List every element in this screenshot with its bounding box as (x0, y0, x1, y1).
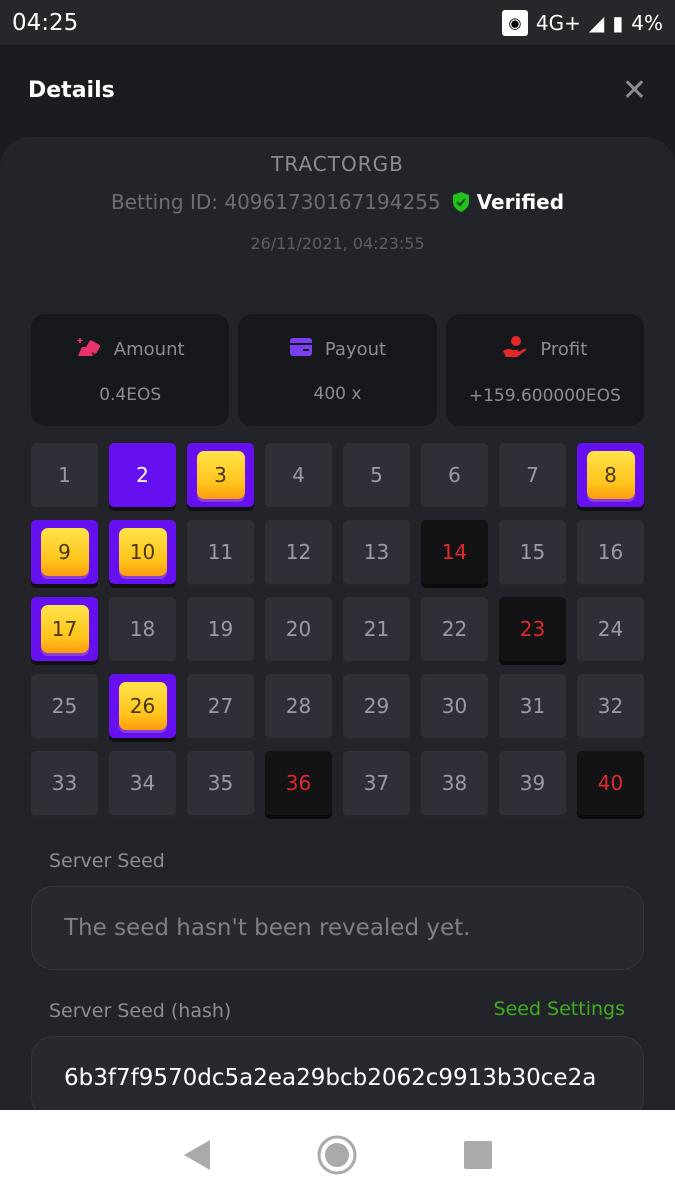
status-bar: 04:25 ◉ 4G+ ◢ ▮ 4% (0, 0, 675, 45)
stat-amount: Amount 0.4EOS (31, 314, 230, 426)
betting-id: Betting ID: 40961730167194255 (110, 190, 441, 214)
tile-grid: 1 2 3 4 5 6 7 8 9 10 11 12 13 14 15 16 17 18 19 20 21 22 23 24 2… (31, 443, 644, 815)
gem-icon: 8 (586, 451, 635, 499)
stat-label: Payout (324, 338, 387, 360)
recents-icon[interactable] (463, 1140, 493, 1170)
tile-miss[interactable]: 23 (499, 597, 566, 661)
betting-id-row: Betting ID: 40961730167194255 Verified (0, 190, 675, 214)
tile-miss[interactable]: 36 (265, 751, 332, 815)
tile[interactable]: 19 (187, 597, 254, 661)
server-seed-label: Server Seed (49, 850, 165, 872)
tile[interactable]: 20 (265, 597, 332, 661)
tile[interactable]: 33 (31, 751, 98, 815)
tile[interactable]: 13 (343, 520, 410, 584)
tile[interactable]: 7 (499, 443, 566, 507)
battery-level: 4% (631, 10, 663, 35)
gem-icon: 3 (196, 451, 245, 499)
tile[interactable]: 16 (577, 520, 644, 584)
battery-icon: ▮ (612, 10, 624, 35)
tile[interactable]: 22 (421, 597, 488, 661)
tile[interactable]: 34 (109, 751, 176, 815)
signal-icon: ◢ (588, 10, 605, 35)
bet-datetime: 26/11/2021, 04:23:55 (250, 234, 425, 253)
tile[interactable]: 18 (109, 597, 176, 661)
tile[interactable]: 21 (343, 597, 410, 661)
tile[interactable]: 25 (31, 674, 98, 738)
modal-title: Details (28, 77, 115, 103)
verified-badge: Verified (451, 190, 564, 214)
tile[interactable]: 15 (499, 520, 566, 584)
seed-settings-link[interactable]: Seed Settings (493, 998, 625, 1020)
hand-user-icon (502, 335, 528, 364)
back-icon[interactable] (182, 1138, 212, 1172)
card-icon (289, 337, 313, 362)
tile[interactable]: 32 (577, 674, 644, 738)
tile-gem[interactable]: 26 (109, 674, 176, 738)
home-icon[interactable] (316, 1134, 358, 1176)
clock: 04:25 (12, 9, 79, 36)
tile-gem[interactable]: 17 (31, 597, 98, 661)
shield-check-icon (452, 192, 469, 212)
stat-payout: Payout 400 x (238, 314, 437, 426)
stat-label: Amount (113, 338, 185, 360)
tile[interactable]: 6 (421, 443, 488, 507)
tile[interactable]: 11 (187, 520, 254, 584)
tile-miss[interactable]: 40 (577, 751, 644, 815)
tile[interactable]: 31 (499, 674, 566, 738)
android-nav-bar (0, 1110, 675, 1200)
stats-row: Amount 0.4EOS Payout 400 x Profit +159.600000… (31, 314, 644, 426)
tile-gem[interactable]: 9 (31, 520, 98, 584)
gem-icon: 10 (118, 528, 167, 576)
tile-gem[interactable]: 8 (577, 443, 644, 507)
coins-icon (76, 336, 102, 363)
tile[interactable]: 1 (31, 443, 98, 507)
gem-icon: 26 (118, 682, 167, 730)
tile[interactable]: 12 (265, 520, 332, 584)
username: TRACTORGB (271, 152, 404, 176)
tile[interactable]: 24 (577, 597, 644, 661)
tile[interactable]: 28 (265, 674, 332, 738)
stat-value: +159.600000EOS (468, 385, 621, 406)
stat-profit: Profit +159.600000EOS (445, 314, 644, 426)
modal-header: Details ✕ (28, 60, 647, 120)
server-seed-hash-label: Server Seed (hash) (49, 1000, 232, 1022)
tile[interactable]: 38 (421, 751, 488, 815)
tile[interactable]: 5 (343, 443, 410, 507)
tile[interactable]: 35 (187, 751, 254, 815)
tile-gem[interactable]: 3 (187, 443, 254, 507)
wifi-icon: ◉ (501, 9, 528, 36)
tile[interactable]: 39 (499, 751, 566, 815)
tile[interactable]: 29 (343, 674, 410, 738)
server-seed-field: The seed hasn't been revealed yet. (31, 886, 644, 970)
tile[interactable]: 4 (265, 443, 332, 507)
gem-icon: 9 (40, 528, 89, 576)
stat-value: 0.4EOS (99, 384, 162, 405)
network-type: 4G+ (535, 10, 581, 35)
verified-label: Verified (476, 190, 565, 214)
tile-selected[interactable]: 2 (109, 443, 176, 507)
close-icon[interactable]: ✕ (621, 72, 647, 108)
stat-label: Profit (540, 338, 588, 360)
tile[interactable]: 27 (187, 674, 254, 738)
server-seed-hash-field[interactable]: 6b3f7f9570dc5a2ea29bcb2062c9913b30ce2a (31, 1036, 644, 1120)
gem-icon: 17 (40, 605, 89, 653)
stat-value: 400 x (313, 383, 362, 404)
tile-miss[interactable]: 14 (421, 520, 488, 584)
tile[interactable]: 30 (421, 674, 488, 738)
tile[interactable]: 37 (343, 751, 410, 815)
tile-gem[interactable]: 10 (109, 520, 176, 584)
